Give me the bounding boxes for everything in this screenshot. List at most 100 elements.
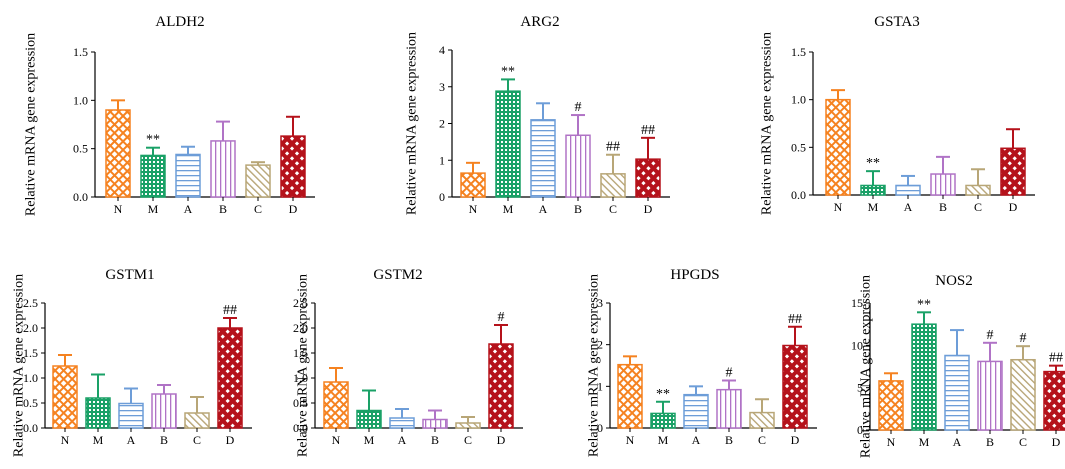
bar-M bbox=[356, 409, 382, 429]
chart-aldh2: ALDH2 Relative mRNA gene expression 0.0 0.5… bbox=[24, 14, 315, 216]
significance-label: ** bbox=[917, 297, 931, 312]
y-axis-label: Relative mRNA gene expression bbox=[405, 32, 420, 215]
bar-C bbox=[184, 412, 210, 429]
bar-M bbox=[911, 323, 937, 431]
bar-M bbox=[495, 90, 521, 198]
bar-D bbox=[280, 135, 306, 198]
y-tick-label: 0.0 bbox=[293, 421, 308, 435]
bar-D bbox=[1043, 370, 1065, 431]
significance-label: ## bbox=[1049, 351, 1063, 366]
bar-B bbox=[151, 393, 177, 429]
bar-A bbox=[530, 119, 556, 198]
bar-N bbox=[105, 109, 131, 198]
chart-arg2: ARG2 Relative mRNA gene expression 0 1 2 3 4 N M… bbox=[405, 14, 670, 216]
significance-label: ## bbox=[788, 312, 802, 327]
x-tick-label: A bbox=[539, 202, 548, 216]
significance-label: ## bbox=[223, 303, 237, 318]
y-tick-label: 2.0 bbox=[23, 321, 38, 335]
x-tick-label: B bbox=[160, 433, 168, 447]
bar-C bbox=[600, 173, 626, 198]
bar-C bbox=[749, 411, 775, 429]
bar-M bbox=[140, 154, 166, 198]
significance-label: ** bbox=[866, 156, 880, 171]
x-tick-label: C bbox=[758, 433, 766, 447]
y-tick-label: 5 bbox=[857, 381, 863, 395]
chart-title: ARG2 bbox=[520, 14, 559, 30]
y-tick-label: 0.5 bbox=[293, 396, 308, 410]
x-tick-label: N bbox=[834, 200, 843, 214]
x-tick-label: D bbox=[1052, 435, 1061, 449]
x-tick-label: M bbox=[364, 433, 375, 447]
x-tick-label: C bbox=[254, 202, 262, 216]
y-tick-label: 1 bbox=[439, 153, 445, 167]
bar-N bbox=[878, 380, 904, 431]
x-tick-label: B bbox=[986, 435, 994, 449]
y-tick-label: 2.0 bbox=[293, 321, 308, 335]
bar-B bbox=[977, 360, 1003, 431]
y-tick-label: 1.0 bbox=[73, 93, 88, 107]
y-tick-label: 0 bbox=[439, 190, 445, 204]
y-tick-label: 1 bbox=[597, 379, 603, 393]
bar-B bbox=[716, 388, 742, 429]
bar-M bbox=[860, 184, 886, 196]
bar-D bbox=[635, 158, 661, 198]
bar-B bbox=[210, 140, 236, 198]
y-tick-label: 2 bbox=[597, 338, 603, 352]
y-tick-label: 1.5 bbox=[791, 45, 806, 59]
x-tick-label: B bbox=[574, 202, 582, 216]
chart-gsta3: GSTA3 Relative mRNA gene expression 0.0 0.5… bbox=[760, 14, 1035, 215]
bar-C bbox=[965, 184, 991, 196]
x-tick-label: D bbox=[644, 202, 653, 216]
y-tick-label: 1.0 bbox=[23, 371, 38, 385]
chart-title: HPGDS bbox=[670, 267, 719, 283]
y-tick-label: 0.5 bbox=[791, 140, 806, 154]
x-tick-label: N bbox=[626, 433, 635, 447]
significance-label: ** bbox=[656, 387, 670, 402]
x-tick-label: D bbox=[791, 433, 800, 447]
y-tick-label: 1.5 bbox=[23, 346, 38, 360]
x-tick-label: C bbox=[609, 202, 617, 216]
bar-N bbox=[460, 172, 486, 198]
bar-D bbox=[217, 327, 243, 429]
x-tick-label: A bbox=[692, 433, 701, 447]
bar-M bbox=[650, 412, 676, 429]
chart-title: ALDH2 bbox=[155, 14, 204, 30]
bar-C bbox=[1010, 358, 1036, 431]
y-axis-label: Relative mRNA gene expression bbox=[296, 274, 311, 457]
y-tick-label: 4 bbox=[439, 43, 445, 57]
y-tick-label: 10 bbox=[851, 338, 863, 352]
y-axis-label: Relative mRNA gene expression bbox=[24, 33, 39, 216]
y-tick-label: 3 bbox=[439, 80, 445, 94]
y-axis-label: Relative mRNA gene expression bbox=[587, 274, 602, 457]
x-tick-label: M bbox=[93, 433, 104, 447]
x-tick-label: A bbox=[398, 433, 407, 447]
x-tick-label: M bbox=[503, 202, 514, 216]
y-tick-label: 3 bbox=[597, 296, 603, 310]
significance-label: # bbox=[987, 328, 994, 343]
y-tick-label: 1.0 bbox=[293, 371, 308, 385]
y-tick-label: 2.5 bbox=[23, 296, 38, 310]
x-tick-label: A bbox=[953, 435, 962, 449]
bar-B bbox=[930, 173, 956, 196]
chart-title: GSTM2 bbox=[373, 267, 422, 283]
bar-D bbox=[1000, 147, 1026, 196]
y-tick-label: 1.0 bbox=[791, 93, 806, 107]
x-tick-label: A bbox=[184, 202, 193, 216]
x-tick-label: D bbox=[1009, 200, 1018, 214]
y-tick-label: 0.0 bbox=[23, 421, 38, 435]
bar-A bbox=[683, 393, 709, 429]
bar-B bbox=[422, 418, 448, 429]
x-tick-label: A bbox=[904, 200, 913, 214]
x-tick-label: D bbox=[226, 433, 235, 447]
chart-title: GSTA3 bbox=[874, 14, 919, 30]
x-tick-label: N bbox=[114, 202, 123, 216]
significance-label: ** bbox=[501, 64, 515, 79]
x-tick-label: B bbox=[219, 202, 227, 216]
bar-M bbox=[85, 397, 111, 429]
x-tick-label: N bbox=[61, 433, 70, 447]
